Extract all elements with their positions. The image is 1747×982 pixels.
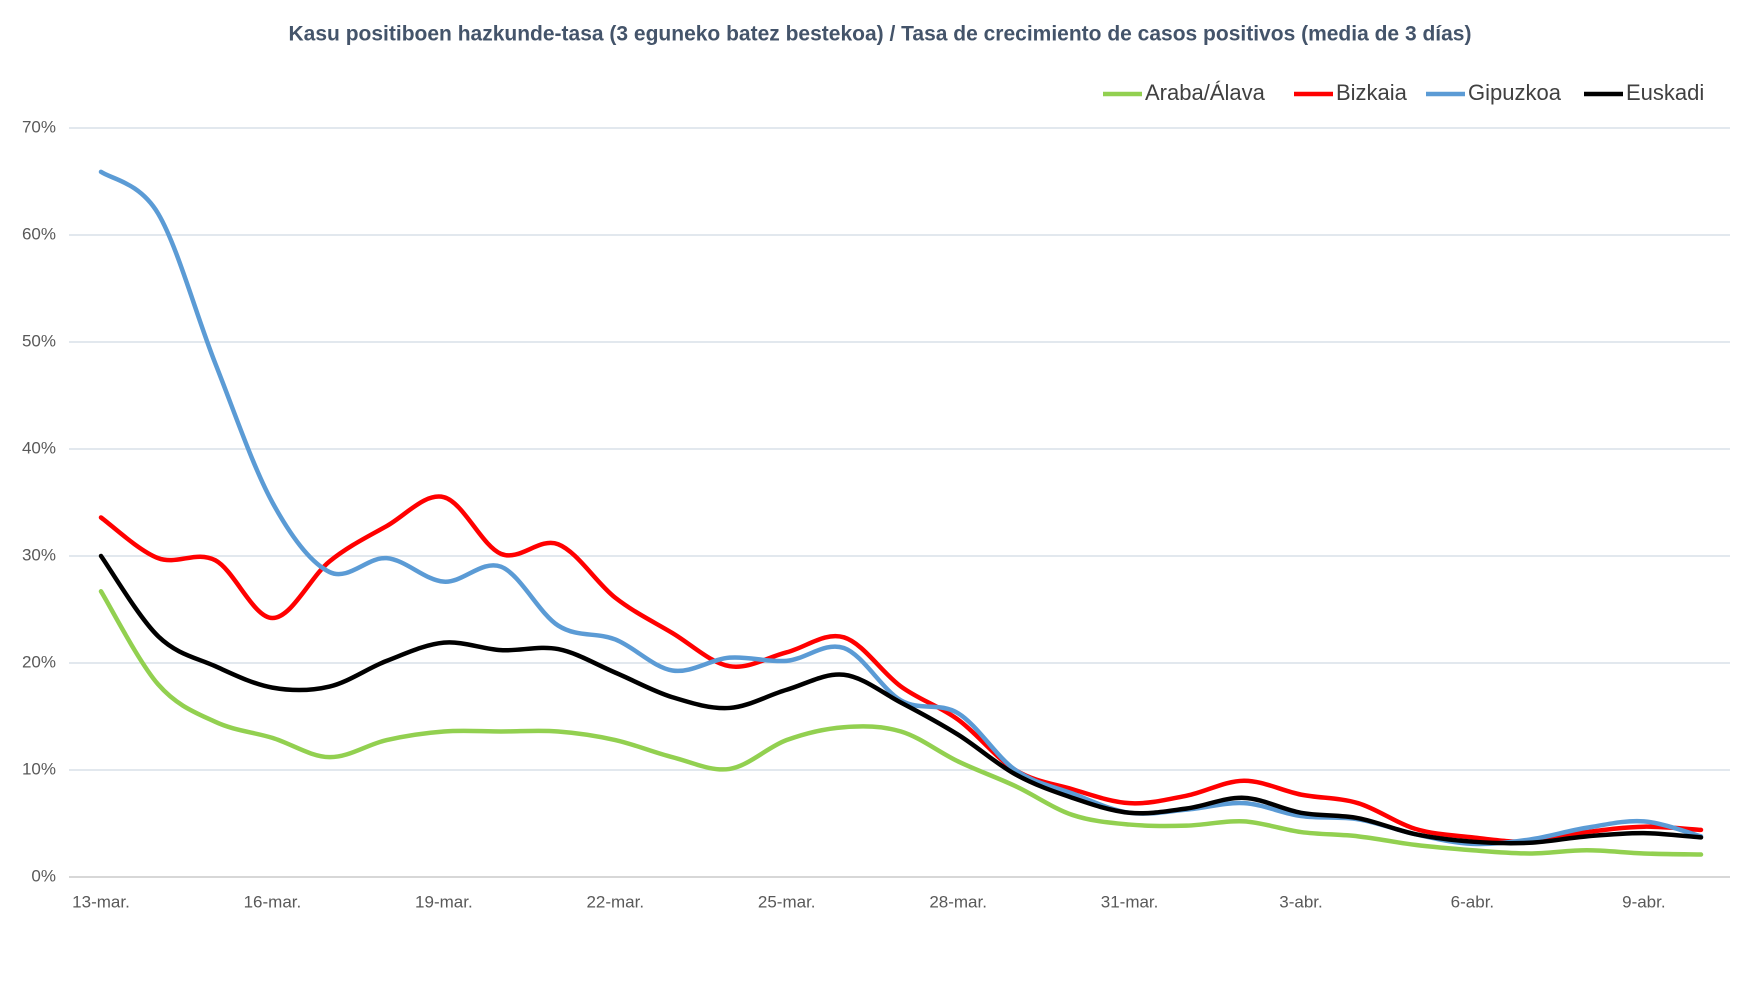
y-tick-label: 70% — [22, 117, 56, 136]
legend-label: Gipuzkoa — [1468, 80, 1562, 105]
x-tick-label: 9-abr. — [1622, 892, 1665, 911]
x-tick-label: 13-mar. — [72, 892, 130, 911]
y-tick-label: 40% — [22, 438, 56, 457]
series-line — [98, 494, 1704, 845]
y-tick-label: 60% — [22, 224, 56, 243]
legend-label: Araba/Álava — [1145, 80, 1266, 105]
y-tick-label: 30% — [22, 545, 56, 564]
x-tick-label: 22-mar. — [586, 892, 644, 911]
x-tick-label: 16-mar. — [244, 892, 302, 911]
x-tick-label: 3-abr. — [1279, 892, 1322, 911]
x-tick-label: 6-abr. — [1451, 892, 1494, 911]
x-tick-label: 19-mar. — [415, 892, 473, 911]
y-tick-label: 50% — [22, 331, 56, 350]
legend-label: Euskadi — [1626, 80, 1704, 105]
y-tick-label: 0% — [31, 866, 56, 885]
legend-label: Bizkaia — [1336, 80, 1408, 105]
series-line — [98, 553, 1704, 846]
series-line — [98, 169, 1704, 847]
x-tick-label: 31-mar. — [1101, 892, 1159, 911]
chart-title: Kasu positiboen hazkunde-tasa (3 eguneko… — [289, 23, 1472, 46]
series-line — [98, 589, 1704, 857]
x-tick-label: 28-mar. — [929, 892, 987, 911]
x-tick-label: 25-mar. — [758, 892, 816, 911]
y-tick-label: 20% — [22, 652, 56, 671]
y-tick-label: 10% — [22, 759, 56, 778]
